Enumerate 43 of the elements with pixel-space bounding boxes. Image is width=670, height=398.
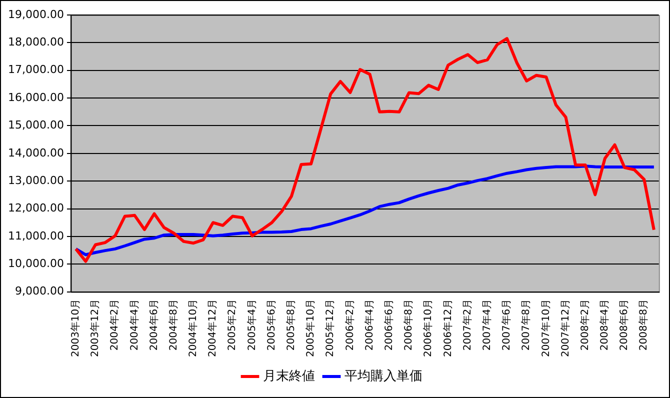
y-tick-label: 12,000.00 (8, 202, 64, 215)
y-tick-label: 13,000.00 (8, 174, 64, 187)
x-tick-label: 2008年4月 (598, 298, 611, 351)
x-tick-label: 2007年4月 (480, 298, 493, 351)
x-tick-label: 2004年2月 (108, 298, 121, 351)
x-tick-label: 2007年12月 (559, 298, 572, 358)
y-tick-label: 11,000.00 (8, 229, 64, 242)
x-tick-label: 2005年2月 (226, 298, 238, 351)
legend-label: 平均購入単価 (344, 368, 422, 384)
x-tick-label: 2008年2月 (578, 298, 591, 351)
x-tick-label: 2004年10月 (187, 298, 200, 358)
legend-label: 月末終値 (263, 368, 315, 384)
x-tick-label: 2005年6月 (265, 298, 278, 351)
x-tick-label: 2007年2月 (461, 298, 474, 351)
x-tick-label: 2007年10月 (540, 298, 552, 358)
x-tick-label: 2005年4月 (246, 298, 258, 351)
y-tick-label: 16,000.00 (8, 90, 64, 104)
y-tick-label: 9,000.00 (15, 284, 64, 298)
x-tick-label: 2004年6月 (148, 298, 160, 351)
x-tick-label: 2006年6月 (382, 298, 395, 351)
y-tick-label: 10,000.00 (8, 257, 64, 270)
y-tick-label: 15,000.00 (8, 118, 64, 132)
x-tick-label: 2004年8月 (167, 298, 180, 351)
x-tick-label: 2004年4月 (128, 298, 140, 351)
y-tick-label: 18,000.00 (8, 36, 64, 49)
x-tick-label: 2005年10月 (304, 298, 317, 358)
y-tick-label: 17,000.00 (8, 63, 64, 76)
x-tick-label: 2006年10月 (422, 298, 434, 358)
x-tick-label: 2005年8月 (285, 298, 298, 351)
y-tick-label: 19,000.00 (8, 8, 64, 21)
x-tick-label: 2005年12月 (324, 298, 336, 358)
x-tick-label: 2006年8月 (402, 298, 415, 351)
x-tick-label: 2007年6月 (500, 298, 513, 351)
x-tick-label: 2008年6月 (618, 298, 630, 351)
x-tick-label: 2006年4月 (363, 298, 376, 351)
x-tick-label: 2006年2月 (344, 298, 356, 351)
x-tick-label: 2003年10月 (69, 298, 82, 358)
x-tick-label: 2007年8月 (520, 298, 532, 351)
x-tick-label: 2004年12月 (206, 298, 219, 358)
x-tick-label: 2008年8月 (638, 298, 650, 351)
x-tick-label: 2003年12月 (89, 298, 102, 358)
x-tick-label: 2006年12月 (442, 298, 454, 358)
y-tick-label: 14,000.00 (8, 146, 64, 160)
